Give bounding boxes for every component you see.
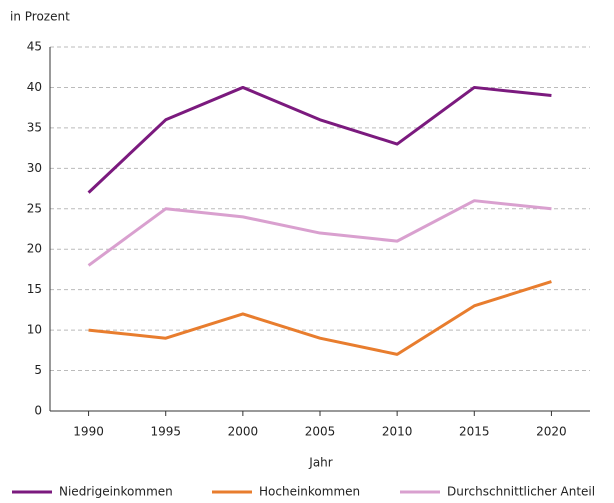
x-tick-label: 2010	[382, 425, 413, 439]
x-tick-label: 1990	[73, 425, 104, 439]
x-tick-label: 2005	[305, 425, 336, 439]
y-tick-label: 45	[27, 40, 42, 54]
y-tick-label: 25	[27, 201, 42, 215]
legend-label: Niedrigeinkommen	[59, 485, 173, 499]
series-line	[88, 280, 552, 356]
y-tick-label: 10	[27, 323, 42, 337]
legend-label: Durchschnittlicher Anteil	[447, 485, 595, 499]
x-tick-label: 1995	[150, 425, 181, 439]
series-line	[87, 85, 552, 194]
series-line	[87, 199, 552, 267]
y-tick-label: 35	[27, 120, 42, 134]
legend-label: Hocheinkommen	[259, 485, 360, 499]
x-tick-label: 2015	[459, 425, 490, 439]
x-tick-label: 2000	[228, 425, 259, 439]
y-tick-label: 5	[34, 363, 42, 377]
x-axis-label: Jahr	[308, 456, 332, 470]
y-tick-label: 40	[27, 80, 42, 94]
y-tick-label: 30	[27, 161, 42, 175]
y-axis-label: in Prozent	[10, 10, 70, 24]
y-tick-label: 20	[27, 242, 42, 256]
y-tick-label: 15	[27, 282, 42, 296]
x-tick-label: 2020	[536, 425, 567, 439]
y-tick-label: 0	[34, 404, 42, 418]
